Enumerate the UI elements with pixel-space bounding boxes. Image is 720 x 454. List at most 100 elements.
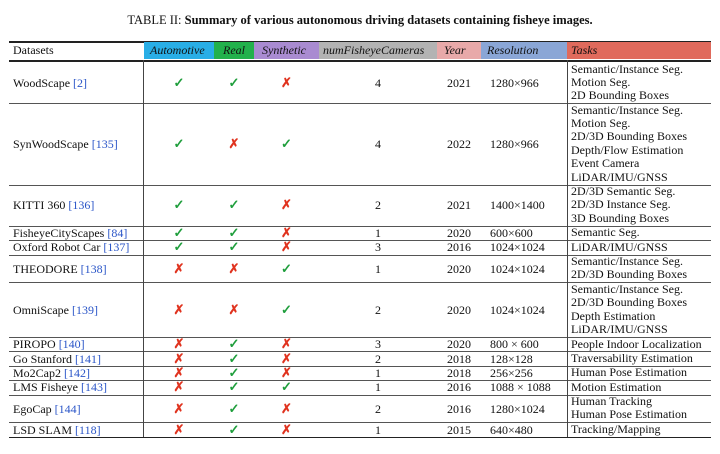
task-item: Depth Estimation <box>571 308 656 323</box>
dataset-name-cell: OmniScape [139] <box>13 303 98 317</box>
real-check-icon: ✓ <box>228 350 240 366</box>
dataset-name: EgoCap <box>13 401 52 416</box>
task-item: 2D/3D Instance Seg. <box>571 197 671 212</box>
row-divider <box>9 184 711 186</box>
dataset-ref: [2] <box>73 75 88 90</box>
real-cross-icon: ✗ <box>228 135 240 151</box>
automotive-check-icon: ✓ <box>173 135 185 151</box>
automotive-check-icon: ✓ <box>173 225 185 240</box>
dataset-name-cell: Go Stanford [141] <box>13 352 101 366</box>
dataset-name-cell: Mo2Cap2 [142] <box>13 366 90 380</box>
header-num-fisheye-cameras: numFisheyeCameras <box>319 42 437 59</box>
resolution-cell: 1280×966 <box>490 75 539 90</box>
dataset-ref: [141] <box>75 351 101 366</box>
year-cell: 2022 <box>447 136 471 151</box>
resolution-cell: 1024×1024 <box>490 261 545 276</box>
num-cameras-cell: 2 <box>375 351 381 366</box>
row-divider <box>9 240 711 242</box>
dataset-ref: [136] <box>68 198 95 213</box>
tasks-cell: LiDAR/IMU/GNSS <box>571 239 668 254</box>
header-real: Real <box>214 42 254 59</box>
real-check-icon: ✓ <box>228 400 240 416</box>
dataset-name: FisheyeCityScapes <box>13 226 105 240</box>
caption-text: Summary of various autonomous driving da… <box>184 13 593 27</box>
task-item: Human Pose Estimation <box>571 407 687 422</box>
synthetic-cross-icon: ✗ <box>281 225 292 240</box>
num-cameras-cell: 4 <box>375 136 381 151</box>
dataset-ref: [140] <box>58 337 85 352</box>
task-item: Depth/Flow Estimation <box>571 142 684 157</box>
task-item: 2D/3D Semantic Seg. <box>571 184 676 199</box>
header-automotive: Automotive <box>144 42 214 59</box>
automotive-cross-icon: ✗ <box>173 350 185 366</box>
year-cell: 2020 <box>447 226 471 240</box>
task-item: Human Tracking <box>571 394 652 409</box>
task-item: Semantic/Instance Seg. <box>571 254 683 269</box>
resolution-cell: 128×128 <box>490 351 533 366</box>
year-cell: 2016 <box>447 401 471 416</box>
synthetic-cross-icon: ✗ <box>281 365 292 380</box>
synthetic-check-icon: ✓ <box>281 260 292 276</box>
tasks-cell: Semantic/Instance Seg. 2D/3D Bounding Box… <box>571 282 688 337</box>
dataset-name-cell: Oxford Robot Car [137] <box>13 240 129 254</box>
tasks-cell: Human Pose Estimation <box>571 365 687 379</box>
automotive-check-icon: ✓ <box>173 239 185 255</box>
bottom-rule <box>9 436 711 439</box>
row-divider <box>9 380 711 382</box>
tasks-cell: Traversability Estimation <box>571 350 693 365</box>
dataset-ref: [144] <box>54 401 81 416</box>
resolution-cell: 1024×1024 <box>490 240 545 255</box>
num-cameras-cell: 3 <box>375 240 381 255</box>
dataset-name: Go Stanford <box>13 351 72 366</box>
dataset-name: WoodScape <box>13 75 71 90</box>
task-item: 2D/3D Bounding Boxes <box>571 267 688 282</box>
header-datasets: Datasets <box>13 43 54 57</box>
row-divider <box>9 282 711 284</box>
dataset-name-cell: THEODORE [138] <box>13 262 107 276</box>
header-tasks: Tasks <box>567 42 711 59</box>
real-check-icon: ✓ <box>228 336 240 352</box>
num-cameras-cell: 4 <box>375 75 381 90</box>
header-year: Year <box>437 42 481 59</box>
task-item: Tracking/Mapping <box>571 421 661 436</box>
dataset-name: OmniScape <box>13 302 69 317</box>
synthetic-cross-icon: ✗ <box>281 197 292 213</box>
dataset-name-cell: SynWoodScape [135] <box>13 137 118 151</box>
resolution-cell: 1280×966 <box>490 136 539 151</box>
dataset-ref: [142] <box>64 366 90 380</box>
year-cell: 2020 <box>447 337 471 352</box>
resolution-cell: 800 × 600 <box>490 337 539 352</box>
tasks-left-border <box>567 60 568 437</box>
tasks-cell: Semantic/Instance Seg. Motion Seg. 2D Boun… <box>571 61 683 103</box>
real-check-icon: ✓ <box>228 225 240 240</box>
tasks-cell: People Indoor Localization <box>571 337 702 351</box>
dataset-name-cell: LMS Fisheye [143] <box>13 380 107 394</box>
task-item: 2D/3D Bounding Boxes <box>571 295 688 310</box>
tasks-cell: Semantic/Instance Seg. 2D/3D Bounding Box… <box>571 254 688 282</box>
task-item: Traversability Estimation <box>571 350 693 365</box>
automotive-check-icon: ✓ <box>173 197 185 213</box>
task-item: 2D Bounding Boxes <box>571 88 670 103</box>
task-item: Semantic Seg. <box>571 225 640 240</box>
task-item: Motion Estimation <box>571 379 662 394</box>
year-cell: 2015 <box>447 422 471 437</box>
tasks-cell: Tracking/Mapping <box>571 421 661 436</box>
num-cameras-cell: 1 <box>375 380 381 395</box>
real-check-icon: ✓ <box>228 239 240 255</box>
num-cameras-cell: 2 <box>375 302 381 317</box>
dataset-name: PIROPO <box>13 337 56 352</box>
automotive-cross-icon: ✗ <box>173 365 185 380</box>
dataset-name: KITTI 360 <box>13 198 66 213</box>
dataset-name: THEODORE <box>13 261 78 276</box>
year-cell: 2020 <box>447 261 471 276</box>
tasks-cell: Motion Estimation <box>571 379 662 394</box>
automotive-check-icon: ✓ <box>173 74 185 90</box>
dataset-name-cell: FisheyeCityScapes [84] <box>13 226 127 240</box>
task-item: LiDAR/IMU/GNSS <box>571 239 668 254</box>
resolution-cell: 1400×1400 <box>490 198 545 213</box>
dataset-name: LSD SLAM <box>13 422 73 437</box>
row-divider <box>9 225 711 227</box>
task-item: LiDAR/IMU/GNSS <box>571 169 668 184</box>
datasets-right-border <box>143 60 144 437</box>
task-item: Semantic/Instance Seg. <box>571 61 683 76</box>
